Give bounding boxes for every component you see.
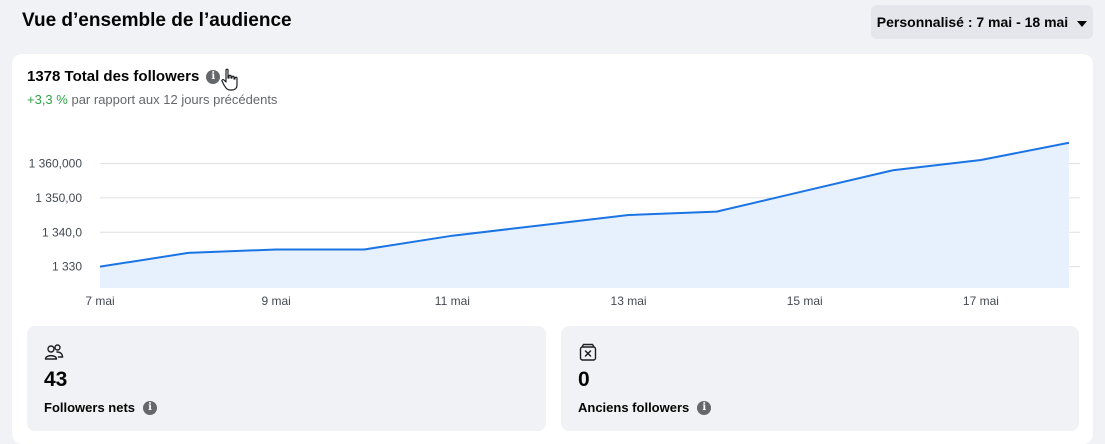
x-tick-label: 15 mai bbox=[787, 294, 823, 308]
former-followers-label-row: Anciens followers i bbox=[578, 400, 712, 415]
total-followers: 1378 Total des followers i bbox=[27, 68, 221, 85]
stat-card-net-followers: 43 Followers nets i bbox=[27, 326, 546, 431]
y-tick-label: 1 350,00 bbox=[35, 191, 82, 205]
info-icon[interactable]: i bbox=[206, 69, 221, 84]
page-title: Vue d’ensemble de l’audience bbox=[22, 10, 292, 31]
former-followers-value: 0 bbox=[578, 368, 590, 391]
followers-chart: 1 330 1 340,0 1 350,00 1 360,000 7 mai 9 mai… bbox=[29, 141, 1080, 308]
change-percent: +3,3 % bbox=[27, 92, 68, 107]
people-icon bbox=[44, 344, 64, 360]
y-tick-label: 1 340,0 bbox=[42, 225, 82, 239]
total-followers-label: 1378 Total des followers bbox=[27, 68, 200, 85]
x-tick-label: 7 mai bbox=[85, 294, 114, 308]
date-range-button[interactable]: Personnalisé : 7 mai - 18 mai bbox=[871, 5, 1093, 39]
net-followers-label-row: Followers nets i bbox=[44, 400, 158, 415]
stat-card-former-followers: 0 Anciens followers i bbox=[561, 326, 1079, 431]
info-icon[interactable]: i bbox=[143, 400, 158, 415]
change-text: par rapport aux 12 jours précédents bbox=[71, 92, 278, 107]
date-range-label: Personnalisé : 7 mai - 18 mai bbox=[876, 14, 1069, 30]
change-summary: +3,3 % par rapport aux 12 jours précéden… bbox=[27, 92, 277, 107]
x-tick-label: 9 mai bbox=[262, 294, 291, 308]
unfollow-box-icon bbox=[579, 343, 597, 361]
net-followers-value: 43 bbox=[44, 368, 68, 391]
series-area bbox=[100, 142, 1069, 288]
x-tick-label: 17 mai bbox=[963, 294, 999, 308]
net-followers-label: Followers nets bbox=[44, 400, 136, 415]
y-tick-label: 1 360,000 bbox=[29, 156, 83, 170]
former-followers-label: Anciens followers bbox=[578, 400, 690, 415]
y-tick-label: 1 330 bbox=[52, 260, 82, 274]
audience-card: 1378 Total des followers i +3,3 % par ra… bbox=[12, 54, 1093, 444]
hand-cursor-icon bbox=[221, 68, 238, 91]
info-icon[interactable]: i bbox=[697, 400, 712, 415]
caret-down-icon bbox=[1077, 20, 1088, 27]
series-line bbox=[99, 141, 1070, 268]
x-tick-label: 11 mai bbox=[435, 294, 470, 308]
x-tick-label: 13 mai bbox=[611, 294, 647, 308]
